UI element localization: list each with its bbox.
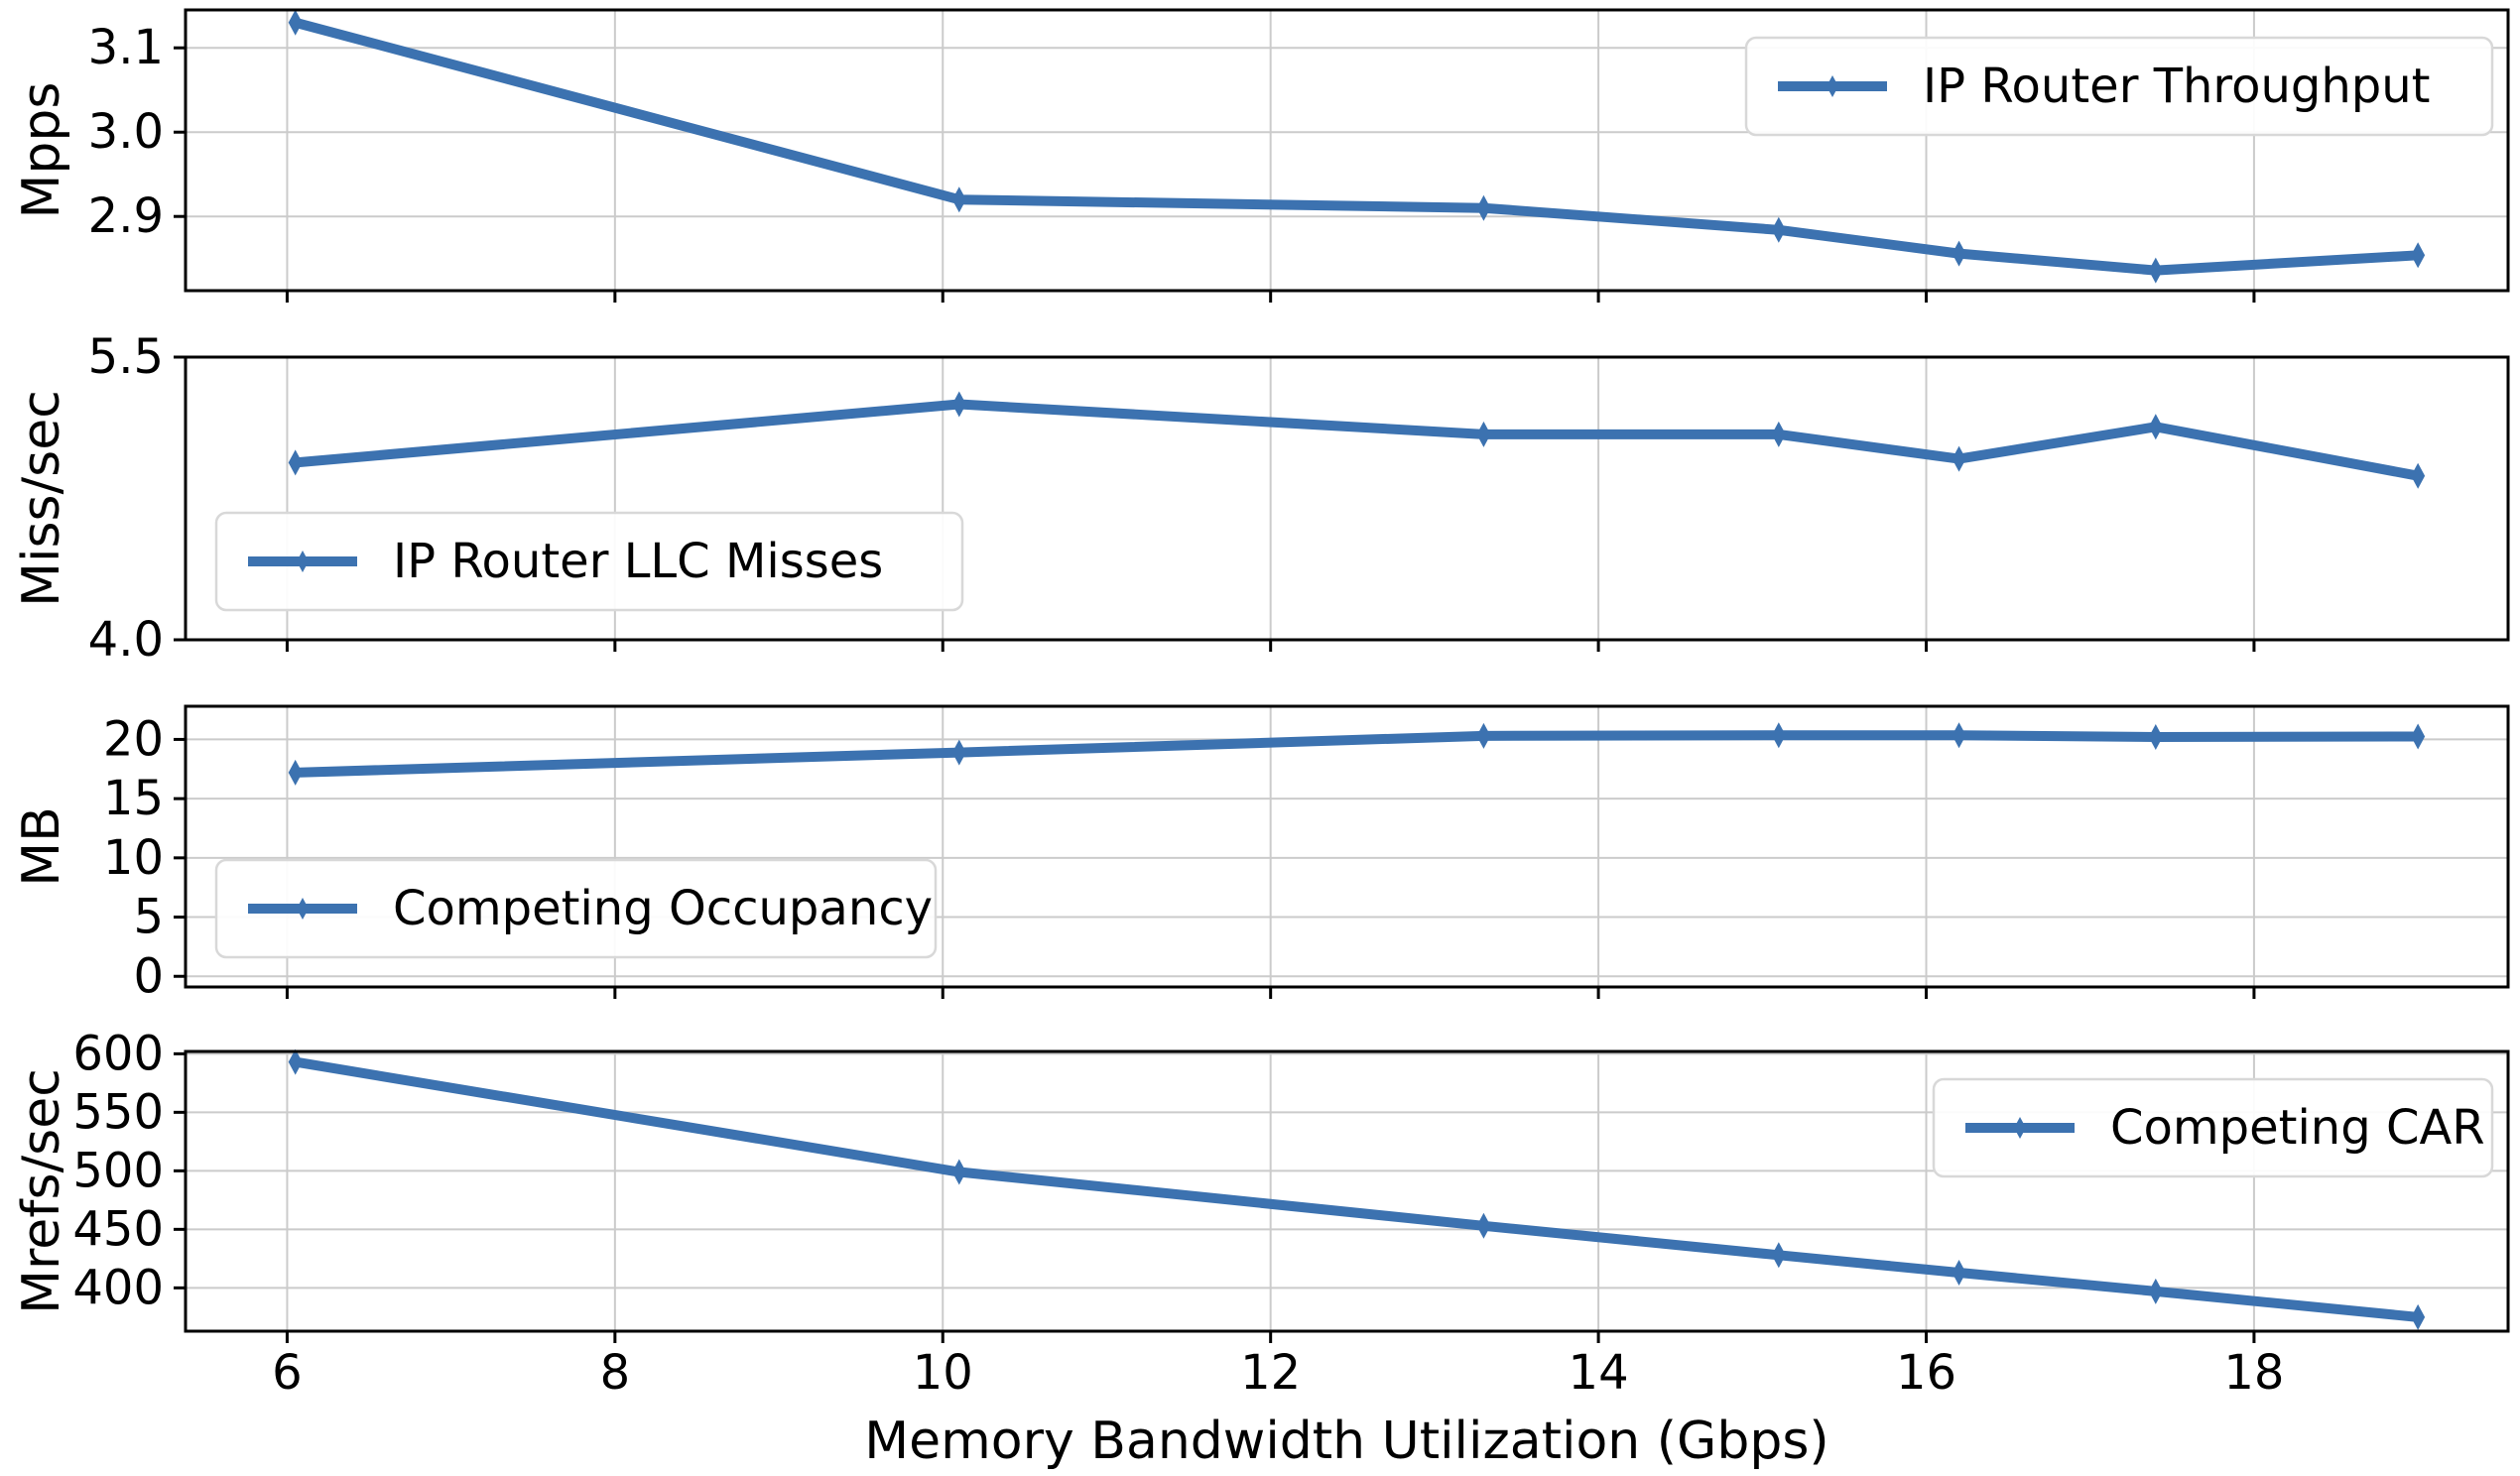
y-tick-label: 0 — [133, 948, 164, 1004]
legend-box — [1744, 36, 2494, 137]
y-tick-label: 3.0 — [88, 104, 164, 160]
data-point-marker — [288, 759, 303, 786]
legend: Competing Occupancy — [214, 858, 938, 959]
y-axis-label: Mrefs/sec — [12, 1068, 71, 1314]
x-tick-label: 10 — [913, 1345, 973, 1401]
data-point-marker — [2148, 257, 2163, 284]
data-point-marker — [1952, 722, 1966, 749]
legend-label: IP Router LLC Misses — [393, 534, 883, 589]
legend-box — [214, 511, 964, 612]
legend: IP Router Throughput — [1744, 36, 2494, 137]
y-tick-label: 550 — [72, 1084, 164, 1140]
y-tick-label: 5 — [133, 890, 164, 945]
y-tick-label: 10 — [103, 830, 164, 886]
x-tick-label: 6 — [272, 1345, 303, 1401]
data-point-marker — [1771, 421, 1786, 447]
axes-frame — [184, 8, 2510, 293]
axes-frame — [184, 704, 2510, 989]
data-point-marker — [2411, 242, 2426, 269]
data-point-marker — [1476, 722, 1491, 749]
y-tick-label: 450 — [72, 1201, 164, 1257]
data-point-marker — [2411, 462, 2426, 489]
legend-box — [214, 858, 938, 959]
y-tick-label: 3.1 — [88, 20, 164, 75]
data-point-marker — [288, 1048, 303, 1075]
y-axis-label: Mpps — [12, 82, 71, 219]
legend-label: IP Router Throughput — [1923, 59, 2431, 114]
data-point-marker — [2411, 1303, 2426, 1330]
y-tick-label: 500 — [72, 1143, 164, 1198]
y-tick-label: 20 — [103, 711, 164, 767]
panel-1: 2.9 3.0 3.1 Mpps IP Router Throughput — [12, 8, 2510, 303]
legend-sample-marker — [297, 551, 309, 572]
y-tick-label: 15 — [103, 771, 164, 826]
legend-label: Competing Occupancy — [393, 881, 933, 936]
data-point-marker — [951, 186, 966, 213]
axes-frame — [184, 1049, 2510, 1333]
data-point-marker — [1476, 421, 1491, 447]
data-point-marker — [1476, 1212, 1491, 1239]
y-tick-label: 5.5 — [88, 329, 164, 385]
data-point-marker — [951, 739, 966, 766]
y-axis-label: Miss/sec — [12, 390, 71, 607]
legend-sample-marker — [297, 898, 309, 920]
y-tick-label: 400 — [72, 1260, 164, 1315]
data-point-marker — [1476, 194, 1491, 221]
legend: IP Router LLC Misses — [214, 511, 964, 612]
y-tick-label: 2.9 — [88, 188, 164, 244]
data-point-marker — [951, 391, 966, 418]
legend-sample-marker — [1827, 75, 1838, 97]
data-point-marker — [951, 1159, 966, 1185]
data-point-marker — [288, 9, 303, 36]
data-point-marker — [2148, 414, 2163, 440]
data-point-marker — [2148, 724, 2163, 751]
x-tick-label: 8 — [600, 1345, 631, 1401]
x-tick-label: 18 — [2223, 1345, 2284, 1401]
data-point-marker — [1771, 722, 1786, 749]
data-point-marker — [1952, 1260, 1966, 1287]
data-point-marker — [1771, 216, 1786, 243]
data-point-marker — [1952, 445, 1966, 472]
x-tick-label: 14 — [1569, 1345, 1629, 1401]
data-point-marker — [2148, 1278, 2163, 1304]
x-axis-label: Memory Bandwidth Utilization (Gbps) — [864, 1412, 1828, 1471]
data-point-marker — [288, 449, 303, 476]
data-point-marker — [1952, 240, 1966, 267]
y-tick-label: 600 — [72, 1026, 164, 1081]
panel-2: 4.0 5.5 Miss/sec IP Router LLC Misses — [12, 329, 2510, 668]
x-tick-label: 12 — [1240, 1345, 1301, 1401]
data-point-marker — [1771, 1242, 1786, 1269]
axes-frame — [184, 355, 2510, 642]
legend-box — [1932, 1077, 2494, 1178]
data-point-marker — [2411, 723, 2426, 750]
legend-sample-marker — [2014, 1117, 2026, 1139]
legend: Competing CAR — [1932, 1077, 2494, 1178]
legend-label: Competing CAR — [2110, 1100, 2485, 1156]
y-axis-label: MB — [12, 806, 71, 887]
x-tick-label: 16 — [1896, 1345, 1956, 1401]
y-tick-label: 4.0 — [88, 612, 164, 668]
